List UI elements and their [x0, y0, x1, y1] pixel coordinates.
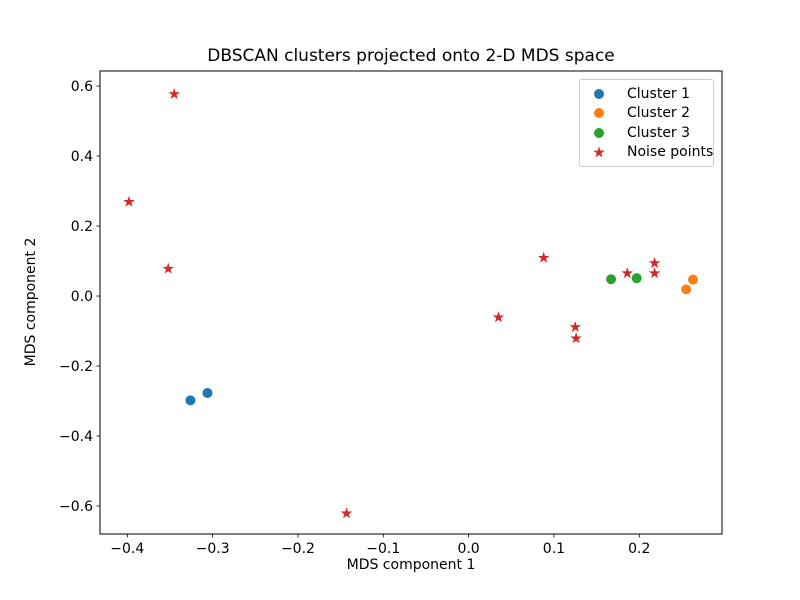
- x-tick-label: −0.2: [281, 541, 315, 557]
- legend-entry-label: Cluster 3: [627, 124, 691, 141]
- x-tick-label: 0.2: [628, 541, 650, 557]
- data-point-noise-points: [621, 267, 634, 279]
- y-tick-label: 0.6: [71, 79, 93, 95]
- chart-title: DBSCAN clusters projected onto 2-D MDS s…: [207, 46, 615, 66]
- legend-entry-label: Cluster 2: [627, 105, 691, 122]
- x-tick-label: −0.4: [110, 541, 144, 557]
- x-tick-label: −0.3: [196, 541, 230, 557]
- legend-marker-shape: [594, 88, 604, 99]
- y-tick-label: 0.0: [71, 289, 93, 305]
- star-marker-icon: [593, 146, 605, 158]
- y-tick-label: −0.4: [59, 429, 93, 445]
- data-point-noise-points: [492, 311, 505, 323]
- data-point-cluster-3: [631, 273, 642, 284]
- data-point-noise-points: [162, 262, 175, 274]
- data-point-noise-points: [569, 321, 582, 333]
- circle-marker-icon: [594, 108, 604, 119]
- data-point-cluster-1: [185, 395, 196, 406]
- x-axis-label: MDS component 1: [346, 557, 476, 573]
- data-point-cluster-2: [681, 284, 692, 295]
- y-tick-label: 0.4: [71, 149, 93, 165]
- legend-marker-shape: [593, 146, 605, 158]
- data-point-noise-points: [570, 332, 582, 344]
- circle-marker-icon: [594, 88, 604, 99]
- legend-entry-cluster-2: Cluster 2: [588, 104, 713, 124]
- y-tick-label: −0.2: [59, 359, 93, 375]
- data-point-cluster-2: [687, 274, 698, 285]
- data-point-noise-points: [648, 267, 661, 279]
- legend-entry-label: Cluster 1: [627, 85, 691, 102]
- x-tick-label: −0.1: [366, 541, 400, 557]
- data-point-noise-points: [168, 88, 181, 100]
- data-point-noise-points: [537, 251, 550, 263]
- x-tick-label: 0.1: [543, 541, 565, 557]
- y-tick-label: 0.2: [71, 219, 93, 235]
- x-tick-label: 0.0: [457, 541, 479, 557]
- axes-frame: [99, 70, 723, 535]
- legend-marker-shape: [594, 127, 604, 138]
- legend-entry-cluster-3: Cluster 3: [588, 123, 713, 143]
- y-tick-label: −0.6: [59, 499, 93, 515]
- y-axis-label: MDS component 2: [23, 237, 39, 367]
- legend: Cluster 1 Cluster 2 Cluster 3 Noise points: [579, 79, 714, 167]
- data-point-cluster-3: [606, 274, 617, 285]
- data-point-noise-points: [648, 257, 661, 269]
- legend-entry-noise-points: Noise points: [588, 143, 713, 163]
- legend-entry-cluster-1: Cluster 1: [588, 84, 713, 104]
- data-point-noise-points: [340, 507, 353, 519]
- data-point-noise-points: [123, 195, 135, 207]
- circle-marker-icon: [594, 127, 604, 138]
- legend-marker-shape: [594, 108, 604, 119]
- legend-entry-label: Noise points: [627, 144, 714, 161]
- data-point-cluster-1: [202, 387, 213, 398]
